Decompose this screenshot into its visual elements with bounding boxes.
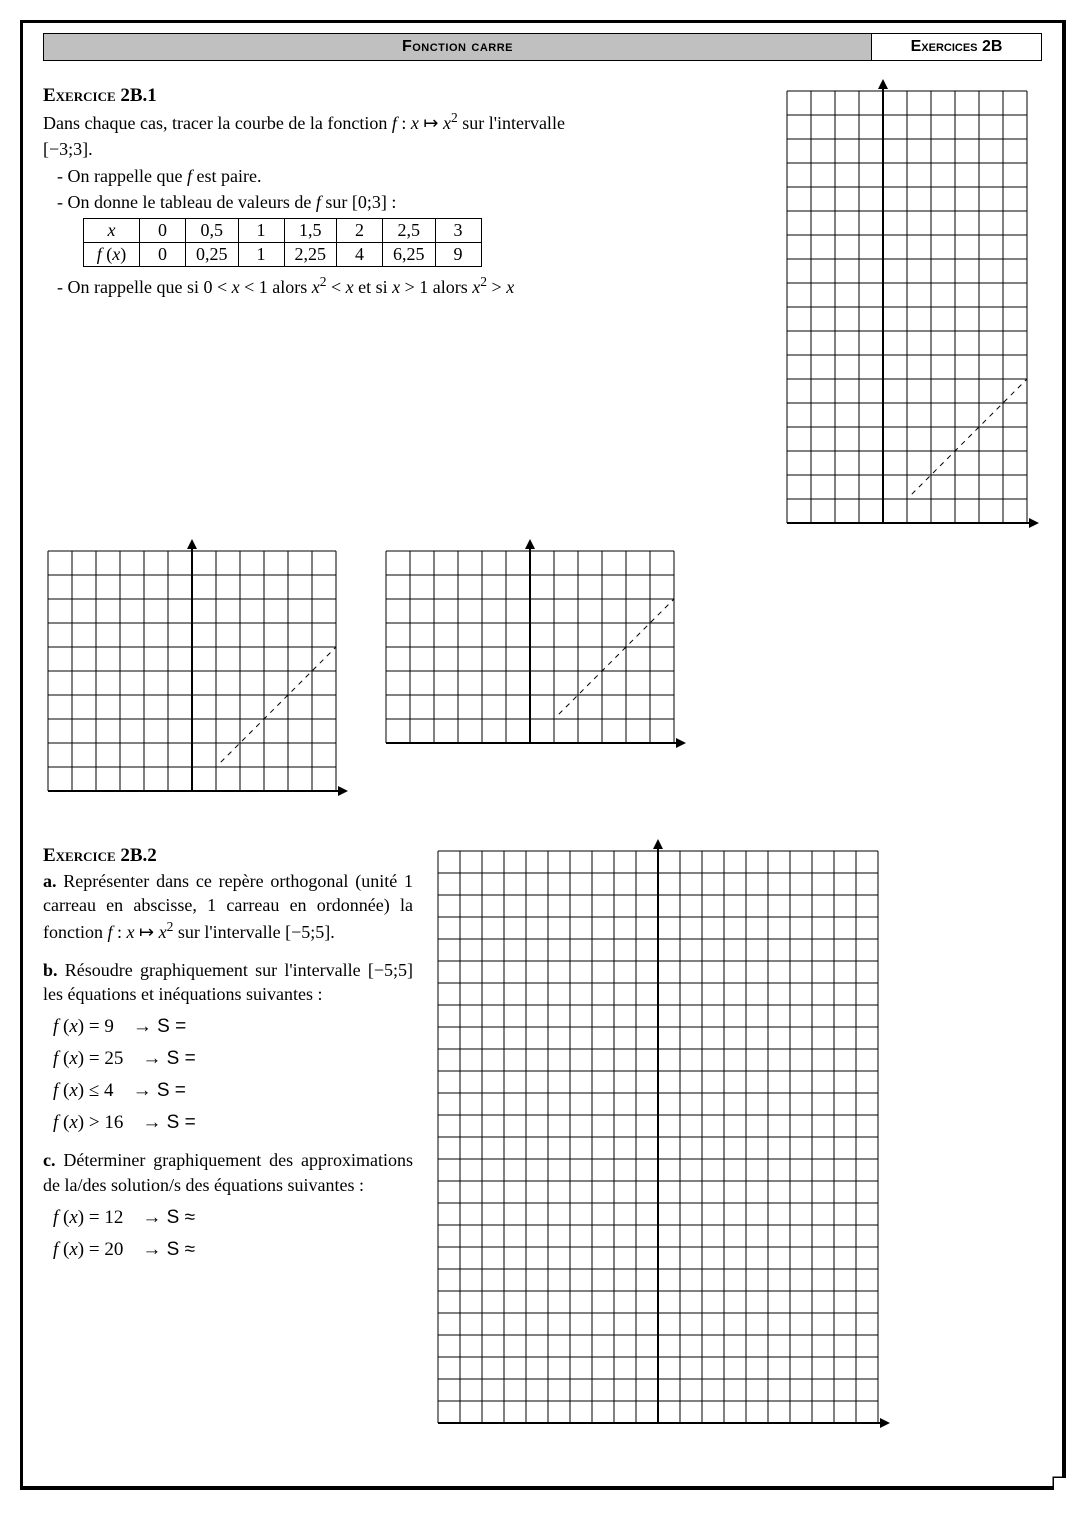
ex2-a: a. Représenter dans ce repère orthogonal…	[43, 869, 413, 944]
grid-tall	[782, 79, 1042, 531]
equation: f (x) = 20 → S ≈	[53, 1239, 413, 1261]
equation: f (x) = 9 → S =	[53, 1016, 413, 1038]
grid-1	[43, 539, 351, 799]
ex2-b: b. Résoudre graphiquement sur l'interval…	[43, 958, 413, 1007]
equations-list: f (x) = 9 → S = f (x) = 25 → S = f (x) ≤ 4…	[43, 1016, 413, 1134]
equation: f (x) = 25 → S =	[53, 1048, 413, 1070]
ex2-c: c. Déterminer graphiquement des approxim…	[43, 1148, 413, 1197]
exercise-2-heading: Exercice 2B.2	[43, 845, 413, 867]
ex1-note3: - On rappelle que si 0 < x < 1 alors x2 …	[57, 273, 772, 299]
equation: f (x) ≤ 4 → S =	[53, 1080, 413, 1102]
value-table: x 0 0,5 1 1,5 2 2,5 3 f (x) 0 0,25 1 2,2…	[83, 218, 482, 267]
ex1-interval: [−3;3].	[43, 137, 772, 161]
table-row: f (x) 0 0,25 1 2,25 4 6,25 9	[84, 243, 482, 267]
equation: f (x) > 16 → S =	[53, 1112, 413, 1134]
page-subtitle: Exercices 2B	[872, 33, 1042, 61]
grid-big	[433, 839, 893, 1431]
page-title: Fonction carre	[43, 33, 872, 61]
equation: f (x) = 12 → S ≈	[53, 1207, 413, 1229]
corner-notch-icon	[1036, 1470, 1066, 1490]
header: Fonction carre Exercices 2B	[43, 33, 1042, 61]
table-row: x 0 0,5 1 1,5 2 2,5 3	[84, 219, 482, 243]
grid-2	[381, 539, 689, 799]
ex1-note2: - On donne le tableau de valeurs de f su…	[57, 190, 772, 214]
ex1-intro: Dans chaque cas, tracer la courbe de la …	[43, 109, 772, 135]
exercise-1-heading: Exercice 2B.1	[43, 85, 772, 107]
ex1-note1: - On rappelle que f est paire.	[57, 164, 772, 188]
equations-list-2: f (x) = 12 → S ≈ f (x) = 20 → S ≈	[43, 1207, 413, 1261]
